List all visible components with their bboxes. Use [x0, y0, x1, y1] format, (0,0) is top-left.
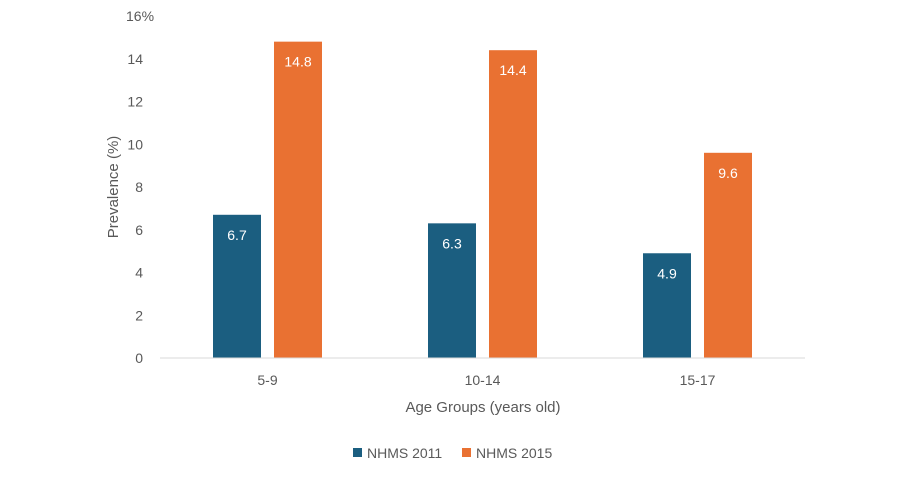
bar-nhms-2011-10-14 [428, 223, 476, 358]
bar-nhms-2015-15-17 [704, 152, 752, 358]
x-axis-title: Age Groups (years old) [405, 399, 560, 416]
y-axis-title: Prevalence (%) [105, 136, 122, 239]
data-label: 6.7 [227, 227, 247, 243]
y-tick-label: 8 [135, 179, 143, 195]
legend: NHMS 2011 NHMS 2015 [353, 445, 552, 461]
data-label: 6.3 [442, 235, 462, 251]
y-tick-label: 0 [135, 350, 143, 366]
x-tick-label: 10-14 [465, 372, 501, 388]
x-tick-label: 15-17 [680, 372, 716, 388]
bar-nhms-2015-10-14 [489, 50, 537, 358]
y-tick-label: 2 [135, 307, 143, 323]
bar-nhms-2015-5-9 [274, 41, 322, 359]
y-tick-label: 6 [135, 222, 143, 238]
y-axis-ticks: 0 2 4 6 8 10 12 14 16% [126, 8, 154, 366]
legend-label: NHMS 2015 [476, 445, 552, 461]
data-label: 14.8 [284, 54, 311, 70]
bars: 6.7 14.8 6.3 14.4 4.9 9.6 [213, 41, 752, 359]
legend-swatch [353, 448, 362, 457]
y-tick-label: 14 [127, 51, 143, 67]
y-tick-label: 12 [127, 94, 143, 110]
data-label: 4.9 [657, 265, 677, 281]
y-tick-label: 4 [135, 265, 143, 281]
bar-nhms-2011-15-17 [643, 253, 691, 358]
legend-swatch [462, 448, 471, 457]
y-tick-label: 10 [127, 136, 143, 152]
y-tick-label: 16% [126, 8, 154, 24]
x-axis-ticks: 5-9 10-14 15-17 [257, 372, 715, 388]
legend-label: NHMS 2011 [367, 445, 442, 461]
data-label: 14.4 [499, 62, 526, 78]
x-tick-label: 5-9 [257, 372, 277, 388]
bar-nhms-2011-5-9 [213, 214, 261, 358]
data-label: 9.6 [718, 165, 738, 181]
